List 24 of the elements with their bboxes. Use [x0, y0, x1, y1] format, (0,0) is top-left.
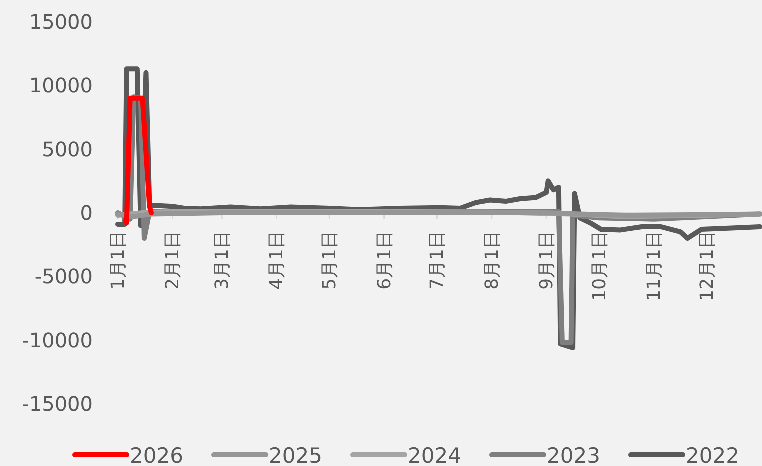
- x-tick-label: 2月1日: [162, 231, 184, 290]
- legend-label: 2024: [408, 444, 462, 466]
- x-tick-label: 7月1日: [427, 231, 448, 290]
- y-tick-label: 0: [80, 201, 93, 225]
- y-tick-label: 15000: [29, 10, 93, 34]
- legend-label: 2026: [130, 444, 184, 466]
- x-tick-label: 8月1日: [482, 231, 503, 290]
- y-tick-label: 10000: [29, 74, 93, 98]
- x-tick-label: 11月1日: [644, 231, 666, 302]
- x-tick-label: 1月1日: [108, 231, 129, 290]
- legend-label: 2022: [686, 444, 740, 466]
- y-tick-label: -15000: [22, 392, 93, 416]
- legend-label: 2023: [547, 444, 600, 466]
- x-tick-label: 4月1日: [266, 231, 288, 290]
- x-tick-label: 9月1日: [536, 231, 558, 290]
- y-tick-label: -5000: [34, 264, 93, 289]
- x-tick-label: 6月1日: [374, 231, 396, 290]
- x-tick-label: 5月1日: [320, 231, 341, 290]
- x-tick-label: 12月1日: [697, 231, 718, 302]
- y-tick-label: 5000: [42, 137, 93, 162]
- x-tick-label: 3月1日: [212, 231, 234, 290]
- y-tick-label: -10000: [22, 328, 93, 352]
- x-tick-label: 10月1日: [590, 231, 610, 302]
- legend-label: 2025: [269, 444, 322, 466]
